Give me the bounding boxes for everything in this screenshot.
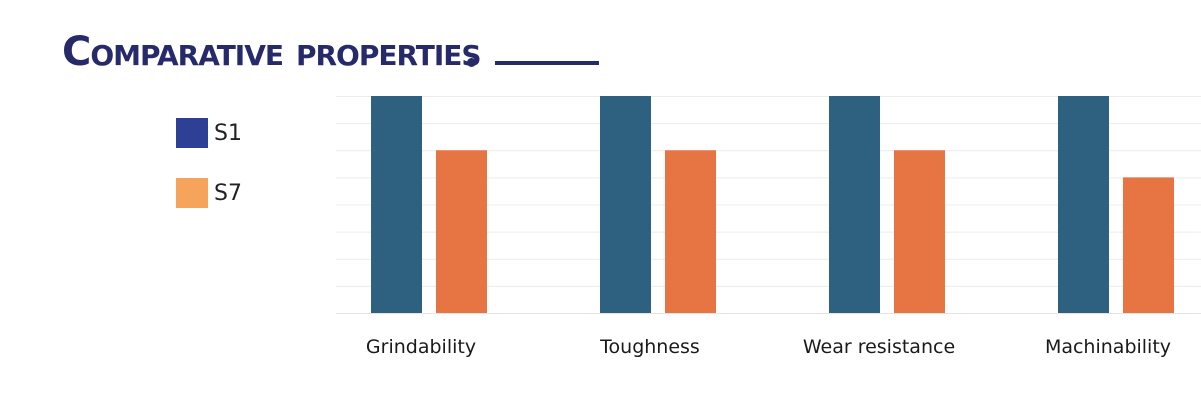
chart-title: Comparative properties [62, 29, 482, 75]
legend-label-s7: S7 [214, 180, 242, 206]
x-tick-label: Toughness [599, 336, 700, 358]
bar-s7-toughness [665, 150, 716, 313]
bar-s7-wear-resistance [894, 150, 945, 313]
bar-s1-grindability [371, 96, 422, 313]
legend-swatch-s1 [176, 118, 208, 148]
x-tick-label: Grindability [366, 336, 476, 358]
legend-swatch-s7 [176, 178, 208, 208]
bar-s7-machinability [1123, 177, 1174, 313]
x-tick-label: Wear resistance [803, 336, 955, 358]
bar-s1-machinability [1058, 96, 1109, 313]
chart-title-group: Comparative properties [62, 29, 599, 75]
x-tick-label: Machinability [1045, 336, 1171, 358]
title-underline-decoration [495, 61, 599, 65]
legend-label-s1: S1 [214, 120, 242, 146]
legend-item-s7: S7 [176, 178, 242, 208]
bar-s7-grindability [436, 150, 487, 313]
legend-item-s1: S1 [176, 118, 242, 148]
bar-s1-wear-resistance [829, 96, 880, 313]
title-dot-decoration [467, 58, 476, 67]
bar-s1-toughness [600, 96, 651, 313]
